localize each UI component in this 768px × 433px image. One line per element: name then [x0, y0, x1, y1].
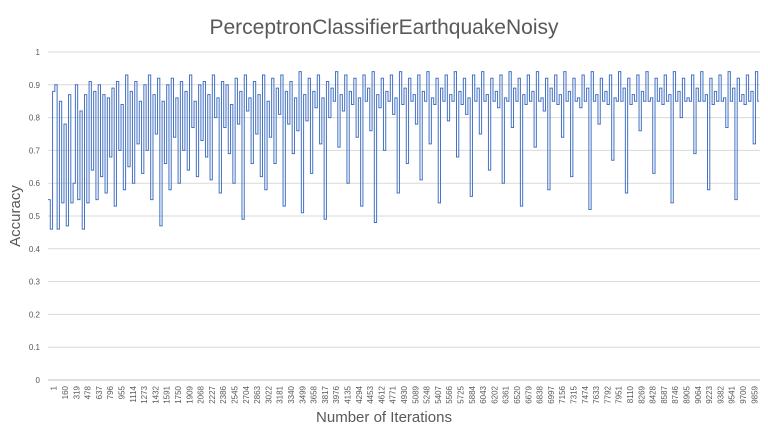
- x-tick-label: 5089: [411, 385, 420, 403]
- x-tick-label: 8587: [660, 385, 669, 403]
- y-tick-label: 0.2: [29, 310, 41, 319]
- y-tick-label: 0.9: [29, 81, 41, 90]
- x-tick-label: 8269: [637, 385, 646, 403]
- x-tick-label: 637: [95, 385, 104, 399]
- x-tick-label: 6679: [524, 385, 533, 403]
- y-tick-label: 0.3: [29, 278, 41, 287]
- x-tick-label: 8428: [649, 385, 658, 403]
- x-tick-label: 1591: [163, 385, 172, 403]
- x-tick-label: 4135: [343, 385, 352, 403]
- x-tick-label: 3976: [332, 385, 341, 403]
- x-tick-label: 7792: [603, 385, 612, 403]
- y-axis-title: Accuracy: [7, 185, 24, 247]
- y-tick-label: 0.1: [29, 343, 41, 352]
- x-tick-label: 2704: [242, 385, 251, 403]
- x-tick-label: 2863: [253, 385, 262, 403]
- x-tick-label: 4453: [366, 385, 375, 403]
- x-tick-label: 478: [84, 385, 93, 399]
- y-tick-labels: 0 0.1 0.2 0.3 0.4 0.5 0.6 0.7 0.8 0.9 1: [29, 48, 41, 385]
- x-tick-label: 8746: [671, 385, 680, 403]
- x-tick-label: 3658: [310, 385, 319, 403]
- x-tick-label: 4930: [400, 385, 409, 403]
- x-tick-label: 955: [117, 385, 126, 399]
- x-tick-label: 3340: [287, 385, 296, 403]
- x-tick-label: 9223: [705, 385, 714, 403]
- x-tick-label: 7951: [615, 385, 624, 403]
- x-tick-label: 7633: [592, 385, 601, 403]
- x-tick-label: 1: [50, 385, 59, 390]
- x-tick-label: 9382: [716, 385, 725, 403]
- y-tick-label: 0.6: [29, 179, 41, 188]
- x-tick-label: 8905: [683, 385, 692, 403]
- x-tick-label: 7156: [558, 385, 567, 403]
- x-tick-label: 6997: [547, 385, 556, 403]
- x-tick-label: 6520: [513, 385, 522, 403]
- y-tick-label: 0.8: [29, 114, 41, 123]
- x-tick-label: 4294: [355, 385, 364, 403]
- x-tick-label: 6361: [502, 385, 511, 403]
- x-tick-label: 8110: [626, 385, 635, 403]
- x-tick-label: 5725: [457, 385, 466, 403]
- x-tick-label: 2068: [197, 385, 206, 403]
- x-tick-label: 3499: [298, 385, 307, 403]
- x-tick-label: 5407: [434, 385, 443, 403]
- x-tick-label: 7315: [570, 385, 579, 403]
- x-tick-label: 1273: [140, 385, 149, 403]
- x-tick-labels: 1 160 319 478 637 796 955 1114 1273 1432 1591 1750 1…: [50, 385, 760, 403]
- y-tick-label: 1: [36, 48, 41, 57]
- x-tick-label: 1750: [174, 385, 183, 403]
- x-tick-label: 2227: [208, 385, 217, 403]
- x-tick-label: 6838: [536, 385, 545, 403]
- y-tick-label: 0.5: [29, 212, 41, 221]
- x-tick-label: 4612: [377, 385, 386, 403]
- x-tick-label: 3022: [264, 385, 273, 403]
- x-tick-label: 9700: [739, 385, 748, 403]
- x-tick-label: 9859: [750, 385, 759, 403]
- y-tick-label: 0.4: [29, 245, 41, 254]
- x-tick-label: 5248: [423, 385, 432, 403]
- x-tick-label: 2386: [219, 385, 228, 403]
- x-tick-label: 1909: [185, 385, 194, 403]
- x-tick-label: 3817: [321, 385, 330, 403]
- x-tick-label: 9064: [694, 385, 703, 403]
- series-line: [48, 71, 759, 230]
- x-tick-label: 796: [106, 385, 115, 399]
- x-tick-label: 160: [61, 385, 70, 399]
- x-tick-label: 6202: [490, 385, 499, 403]
- y-tick-label: 0: [36, 376, 41, 385]
- x-tick-label: 3181: [276, 385, 285, 403]
- x-tick-label: 4771: [389, 385, 398, 403]
- x-tick-label: 5884: [468, 385, 477, 403]
- x-tick-label: 5566: [445, 385, 454, 403]
- x-tick-label: 2545: [230, 385, 239, 403]
- x-tick-label: 9541: [728, 385, 737, 403]
- series-layer: [48, 71, 759, 230]
- x-tick-label: 319: [72, 385, 81, 399]
- x-tick-label: 6043: [479, 385, 488, 403]
- chart-title: PerceptronClassifierEarthquakeNoisy: [210, 16, 559, 39]
- x-tick-label: 1114: [129, 385, 138, 402]
- x-axis-title: Number of Iterations: [316, 409, 452, 426]
- y-tick-label: 0.7: [29, 146, 41, 155]
- x-tick-label: 1432: [151, 385, 160, 403]
- x-tick-label: 7474: [581, 385, 590, 403]
